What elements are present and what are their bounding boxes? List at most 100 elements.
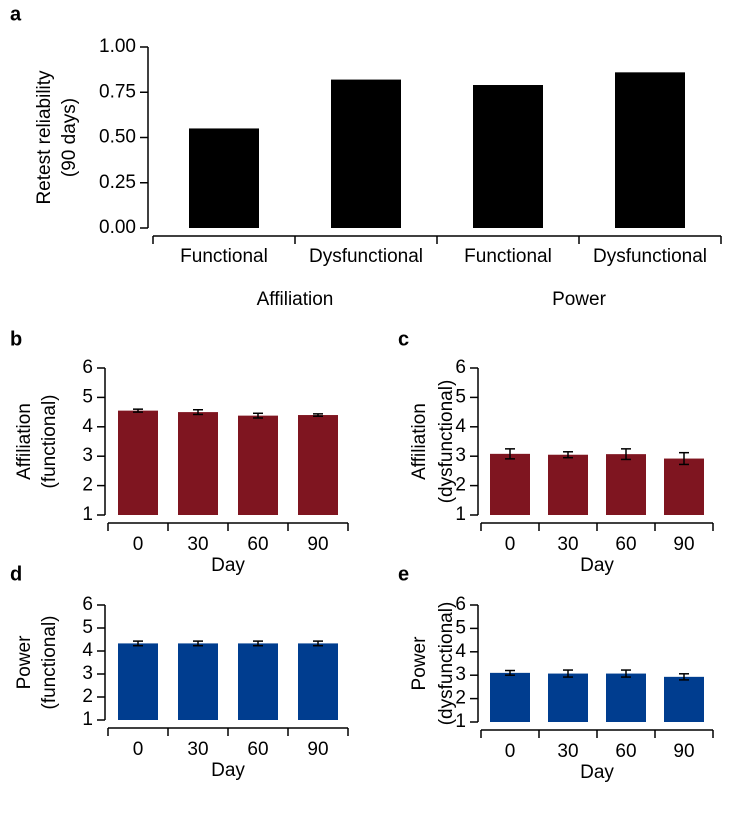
group-label: Power <box>552 289 607 310</box>
error-bar <box>193 640 203 647</box>
y-tick-label: 5 <box>455 386 466 407</box>
x-tick-label: 90 <box>673 741 694 762</box>
y-tick-label: 6 <box>82 594 93 615</box>
y-tick-label: 1 <box>82 504 93 525</box>
bar <box>298 643 338 720</box>
error-bar <box>621 448 631 461</box>
x-tick-label: 60 <box>615 741 636 762</box>
error-bar <box>253 412 263 419</box>
error-bar <box>313 640 323 647</box>
y-tick-label: 0.50 <box>99 127 136 148</box>
y-tick-label: 4 <box>455 641 466 662</box>
x-tick-label: 0 <box>505 534 516 555</box>
x-tick-label: 0 <box>133 534 144 555</box>
y-tick-label: 5 <box>82 386 93 407</box>
panel-label: a <box>10 3 22 25</box>
error-bar <box>313 413 323 417</box>
y-tick-label: 3 <box>455 664 466 685</box>
bar <box>473 85 543 228</box>
x-tick-label: Functional <box>464 246 552 267</box>
y-axis-label: (dysfunctional) <box>436 380 457 504</box>
bar <box>548 454 588 515</box>
x-tick-label: 60 <box>615 534 636 555</box>
bar <box>298 415 338 515</box>
y-axis-label: (dysfunctional) <box>436 602 457 726</box>
error-bar <box>679 451 689 466</box>
y-tick-label: 3 <box>82 663 93 684</box>
x-tick-label: 60 <box>247 739 268 760</box>
y-tick-label: 2 <box>82 475 93 496</box>
y-axis-label: Affiliation <box>409 403 430 480</box>
y-axis-label: Power <box>14 635 35 690</box>
panel-label: b <box>10 328 22 350</box>
y-tick-label: 3 <box>82 445 93 466</box>
x-axis-label: Day <box>211 760 245 781</box>
error-bar <box>253 640 263 647</box>
panel-label: c <box>398 328 409 350</box>
bar <box>615 72 685 228</box>
bar <box>238 643 278 720</box>
error-bar <box>679 673 689 681</box>
x-axis-label: Day <box>580 762 614 783</box>
y-axis-label: (functional) <box>39 395 60 489</box>
group-label: Affiliation <box>257 289 334 310</box>
x-tick-label: 0 <box>133 739 144 760</box>
y-tick-label: 6 <box>455 594 466 615</box>
y-tick-label: 0.00 <box>99 217 136 238</box>
error-bar <box>563 669 573 678</box>
x-tick-label: Dysfunctional <box>593 246 707 267</box>
error-bar <box>505 669 515 676</box>
bar <box>331 79 401 228</box>
bar <box>178 643 218 720</box>
error-bar <box>505 448 515 460</box>
y-tick-label: 2 <box>82 686 93 707</box>
y-tick-label: 4 <box>455 416 466 437</box>
y-axis-label: (functional) <box>39 616 60 710</box>
y-axis-label: Retest reliability <box>34 70 55 205</box>
x-tick-label: 90 <box>673 534 694 555</box>
x-tick-label: Dysfunctional <box>309 246 423 267</box>
y-tick-label: 1 <box>455 711 466 732</box>
error-bar <box>193 408 203 416</box>
y-tick-label: 0.25 <box>99 172 136 193</box>
x-tick-label: 90 <box>307 739 328 760</box>
bar <box>490 672 530 722</box>
x-tick-label: 0 <box>505 741 516 762</box>
bar <box>606 454 646 515</box>
y-tick-label: 1 <box>82 709 93 730</box>
x-tick-label: 90 <box>307 534 328 555</box>
y-axis-label: (90 days) <box>59 98 80 177</box>
panel-label: d <box>10 563 22 585</box>
x-axis-label: Day <box>211 555 245 576</box>
x-tick-label: 60 <box>247 534 268 555</box>
y-tick-label: 5 <box>82 617 93 638</box>
panel-label: e <box>398 563 409 585</box>
bar <box>606 673 646 722</box>
y-tick-label: 2 <box>455 475 466 496</box>
bar <box>189 128 259 228</box>
y-tick-label: 3 <box>455 445 466 466</box>
error-bar <box>621 669 631 678</box>
x-tick-label: Functional <box>180 246 268 267</box>
bar <box>664 676 704 722</box>
bar <box>238 415 278 515</box>
y-tick-label: 6 <box>82 357 93 378</box>
x-tick-label: 30 <box>187 534 208 555</box>
bar <box>548 673 588 722</box>
bar <box>118 410 158 515</box>
y-tick-label: 5 <box>455 617 466 638</box>
x-tick-label: 30 <box>557 534 578 555</box>
error-bar <box>563 451 573 459</box>
x-tick-label: 30 <box>187 739 208 760</box>
y-tick-label: 0.75 <box>99 81 136 102</box>
x-axis-label: Day <box>580 555 614 576</box>
y-tick-label: 1 <box>455 504 466 525</box>
bar <box>118 643 158 720</box>
y-axis-label: Power <box>409 636 430 691</box>
y-tick-label: 6 <box>455 357 466 378</box>
x-tick-label: 30 <box>557 741 578 762</box>
bar <box>178 412 218 515</box>
error-bar <box>133 408 143 413</box>
bar <box>664 458 704 515</box>
